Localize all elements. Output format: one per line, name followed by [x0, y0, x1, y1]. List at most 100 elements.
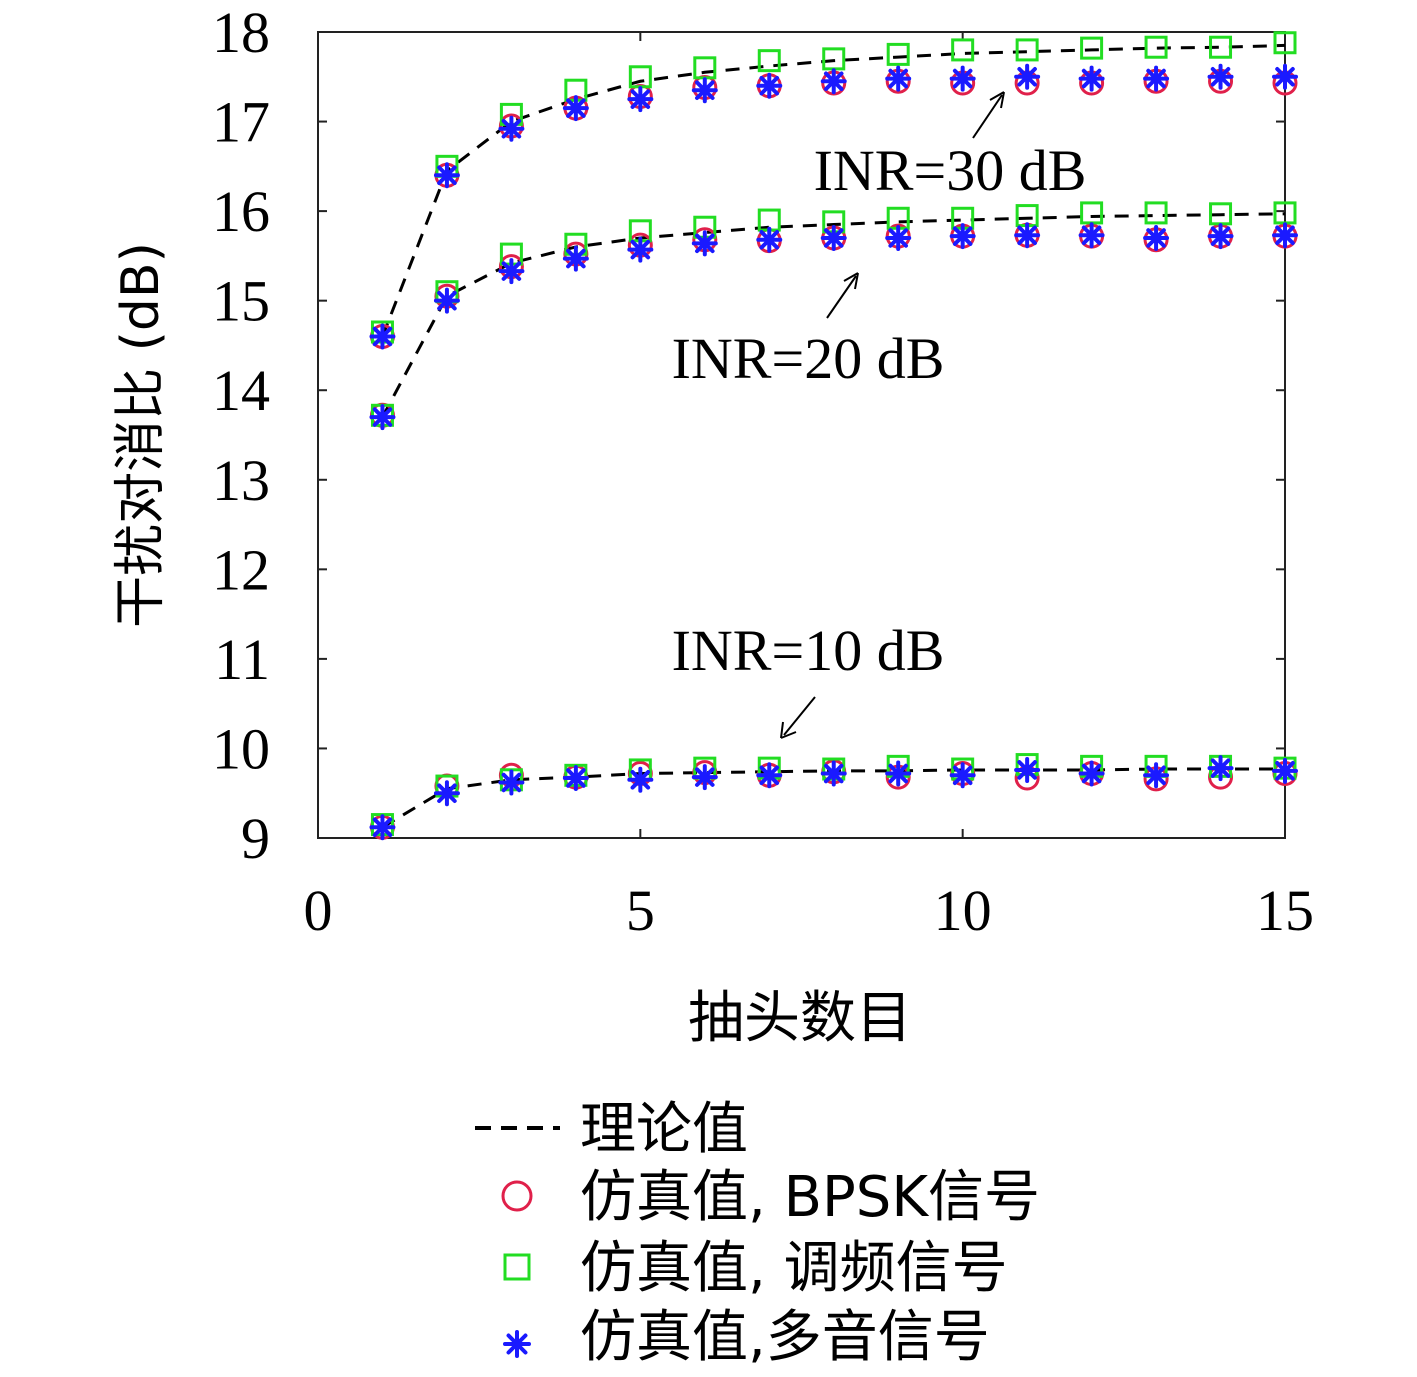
- x-tick-label: 5: [626, 878, 655, 943]
- multitone-point: [949, 223, 976, 250]
- annotation-inr-20-arrow: [826, 275, 857, 319]
- data-markers: [369, 31, 1298, 841]
- y-tick-label: 18: [212, 0, 270, 65]
- multitone-point: [885, 65, 912, 92]
- theory-line-group-2: [381, 43, 1286, 338]
- y-tick-label: 17: [212, 90, 270, 155]
- multitone-point: [756, 72, 783, 99]
- multitone-point: [562, 245, 589, 272]
- x-tick-label: 10: [934, 878, 992, 943]
- multitone-point: [756, 226, 783, 253]
- fm-point: [822, 47, 846, 71]
- annotation-inr-10-arrow: [783, 696, 816, 736]
- annotation-inr-20-arrowhead: [843, 272, 859, 290]
- y-tick-label: 10: [212, 716, 270, 781]
- multitone-point: [1207, 223, 1234, 250]
- multitone-point: [498, 258, 525, 285]
- legend-circle-swatch: [501, 1180, 533, 1212]
- fm-point: [693, 56, 717, 80]
- multitone-point: [1143, 762, 1170, 789]
- annotation-inr-20-label: INR=20 dB: [672, 326, 945, 391]
- multitone-point: [1143, 224, 1170, 251]
- x-axis-label: 抽头数目: [688, 986, 912, 1051]
- multitone-point: [369, 814, 396, 841]
- fm-point: [1080, 36, 1104, 60]
- multitone-point: [498, 115, 525, 142]
- annotation-inr-10-arrowhead: [780, 721, 797, 739]
- y-tick-label: 16: [212, 179, 270, 244]
- multitone-point: [1143, 65, 1170, 92]
- multitone-point: [691, 230, 718, 257]
- multitone-point: [1272, 63, 1298, 90]
- annotation-inr-30-label: INR=30 dB: [814, 138, 1087, 203]
- multitone-point: [820, 68, 847, 95]
- x-tick-label: 0: [304, 878, 333, 943]
- fm-point: [951, 38, 975, 62]
- legend-label: 仿真值, BPSK信号: [580, 1165, 1040, 1230]
- legend-label: 仿真值,多音信号: [580, 1305, 990, 1370]
- multitone-point: [1207, 63, 1234, 90]
- annotation-inr-10: INR=10 dB: [672, 618, 945, 739]
- multitone-point: [369, 404, 396, 431]
- legend-label: 仿真值, 调频信号: [580, 1236, 1008, 1301]
- legend-label: 理论值: [580, 1097, 748, 1162]
- plot-frame: [317, 31, 1286, 839]
- multitone-point: [885, 224, 912, 251]
- fm-point: [1015, 38, 1039, 62]
- multitone-point: [627, 86, 654, 113]
- fm-point: [1080, 201, 1104, 225]
- multitone-point: [1078, 760, 1105, 787]
- annotation-inr-30-arrow: [972, 94, 1003, 139]
- theory-line-group-1: [381, 212, 1286, 418]
- multitone-point: [949, 65, 976, 92]
- y-tick-label: 9: [241, 806, 270, 871]
- y-tick-label: 13: [212, 448, 270, 513]
- multitone-point: [1078, 222, 1105, 249]
- y-tick-label: 12: [212, 537, 270, 602]
- x-tick-label: 15: [1256, 878, 1314, 943]
- fm-point: [1273, 31, 1297, 55]
- fm-point: [757, 49, 781, 73]
- annotation-inr-10-label: INR=10 dB: [672, 618, 945, 683]
- multitone-point: [433, 287, 460, 314]
- y-axis-label: 干扰对消比 (dB): [111, 242, 171, 628]
- multitone-point: [1207, 755, 1234, 782]
- fm-point: [1144, 201, 1168, 225]
- fm-point: [1209, 35, 1233, 59]
- axis-ticks: 0 5 10 15 9 10 11 12 13 14 15 16 17 18: [212, 0, 1314, 943]
- multitone-point: [691, 764, 718, 791]
- annotation-inr-30-arrowhead: [989, 91, 1005, 109]
- y-tick-label: 11: [214, 627, 270, 692]
- annotation-inr-20: INR=20 dB: [672, 272, 945, 391]
- y-tick-label: 15: [212, 269, 270, 334]
- annotations: INR=30 dB INR=20 dB INR=10 dB: [672, 91, 1087, 739]
- fm-point: [1144, 35, 1168, 59]
- legend-square-swatch: [503, 1253, 531, 1281]
- multitone-point: [1272, 757, 1298, 784]
- fm-point: [886, 42, 910, 66]
- multitone-point: [820, 224, 847, 251]
- multitone-point: [627, 236, 654, 263]
- multitone-point: [820, 760, 847, 787]
- multitone-point: [1078, 65, 1105, 92]
- legend-star-swatch: [503, 1330, 531, 1358]
- y-tick-label: 14: [212, 358, 270, 423]
- multitone-point: [369, 323, 396, 350]
- multitone-point: [562, 95, 589, 122]
- multitone-point: [756, 762, 783, 789]
- multitone-point: [1014, 756, 1041, 783]
- multitone-point: [949, 762, 976, 789]
- multitone-point: [691, 77, 718, 104]
- multitone-point: [562, 764, 589, 791]
- annotation-inr-30: INR=30 dB: [814, 91, 1087, 203]
- multitone-point: [1014, 222, 1041, 249]
- multitone-point: [885, 760, 912, 787]
- multitone-point: [1272, 222, 1298, 249]
- multitone-point: [433, 780, 460, 807]
- multitone-point: [1014, 63, 1041, 90]
- multitone-point: [498, 769, 525, 796]
- multitone-point: [627, 766, 654, 793]
- multitone-point: [433, 162, 460, 189]
